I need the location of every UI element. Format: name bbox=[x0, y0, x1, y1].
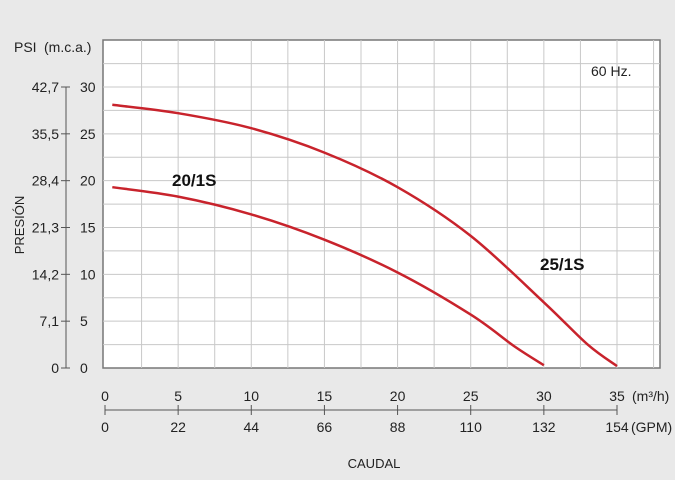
x-unit-gpm: (GPM) bbox=[631, 419, 672, 435]
y-tick-label-psi: 35,5 bbox=[32, 126, 59, 142]
x-tick-label-gpm: 154 bbox=[605, 419, 629, 435]
x-tick-label-gpm: 132 bbox=[532, 419, 556, 435]
x-unit-m3h: (m³/h) bbox=[632, 388, 669, 404]
y-unit-psi: PSI bbox=[14, 39, 37, 55]
x-tick-label-gpm: 110 bbox=[460, 419, 483, 435]
x-tick-label-gpm: 22 bbox=[170, 419, 186, 435]
series-label-25-1s: 25/1S bbox=[540, 255, 584, 274]
frequency-note: 60 Hz. bbox=[591, 63, 631, 79]
x-tick-label-gpm: 66 bbox=[317, 419, 333, 435]
x-tick-label-gpm: 44 bbox=[243, 419, 259, 435]
x-tick-label-m3h: 5 bbox=[174, 388, 182, 404]
series-line-20-1s bbox=[112, 185, 545, 367]
y-tick-label-mca: 5 bbox=[80, 313, 88, 329]
x-axis-title: CAUDAL bbox=[348, 456, 401, 471]
x-axis: 0 0 5 22 10 44 15 66 20 88 25 110 30 132 35 154 bbox=[101, 388, 629, 435]
x-tick-label-m3h: 0 bbox=[101, 388, 109, 404]
y-axis: 0 0 5 7,1 10 14,2 15 21,3 20 28,4 25 35,5 30 42,7 bbox=[32, 79, 96, 376]
y-tick-label-psi: 21,3 bbox=[32, 220, 59, 236]
x-tick-label-m3h: 30 bbox=[536, 388, 552, 404]
series-label-20-1s: 20/1S bbox=[172, 171, 216, 190]
y-tick-label-mca: 20 bbox=[80, 173, 96, 189]
y-tick-label-psi: 0 bbox=[51, 360, 59, 376]
y-tick-label-psi: 14,2 bbox=[32, 266, 59, 282]
x-tick-label-m3h: 25 bbox=[463, 388, 479, 404]
y-tick-label-mca: 15 bbox=[80, 220, 96, 236]
y-tick-label-psi: 7,1 bbox=[40, 313, 60, 329]
y-tick-label-mca: 0 bbox=[80, 360, 88, 376]
series-lines bbox=[112, 103, 618, 368]
x-tick-label-gpm: 88 bbox=[390, 419, 406, 435]
y-tick-label-mca: 10 bbox=[80, 266, 96, 282]
y-tick-label-psi: 42,7 bbox=[32, 79, 59, 95]
x-tick-label-m3h: 10 bbox=[243, 388, 259, 404]
y-tick-label-mca: 30 bbox=[80, 79, 96, 95]
y-unit-mca: (m.c.a.) bbox=[44, 39, 91, 55]
y-tick-label-psi: 28,4 bbox=[32, 173, 59, 189]
x-tick-label-m3h: 15 bbox=[317, 388, 333, 404]
grid bbox=[103, 40, 660, 368]
y-axis-title: PRESIÓN bbox=[12, 196, 27, 255]
y-tick-label-mca: 25 bbox=[80, 126, 96, 142]
series-line-25-1s bbox=[112, 103, 618, 368]
x-tick-label-m3h: 20 bbox=[390, 388, 406, 404]
x-tick-label-m3h: 35 bbox=[609, 388, 625, 404]
x-tick-label-gpm: 0 bbox=[101, 419, 109, 435]
